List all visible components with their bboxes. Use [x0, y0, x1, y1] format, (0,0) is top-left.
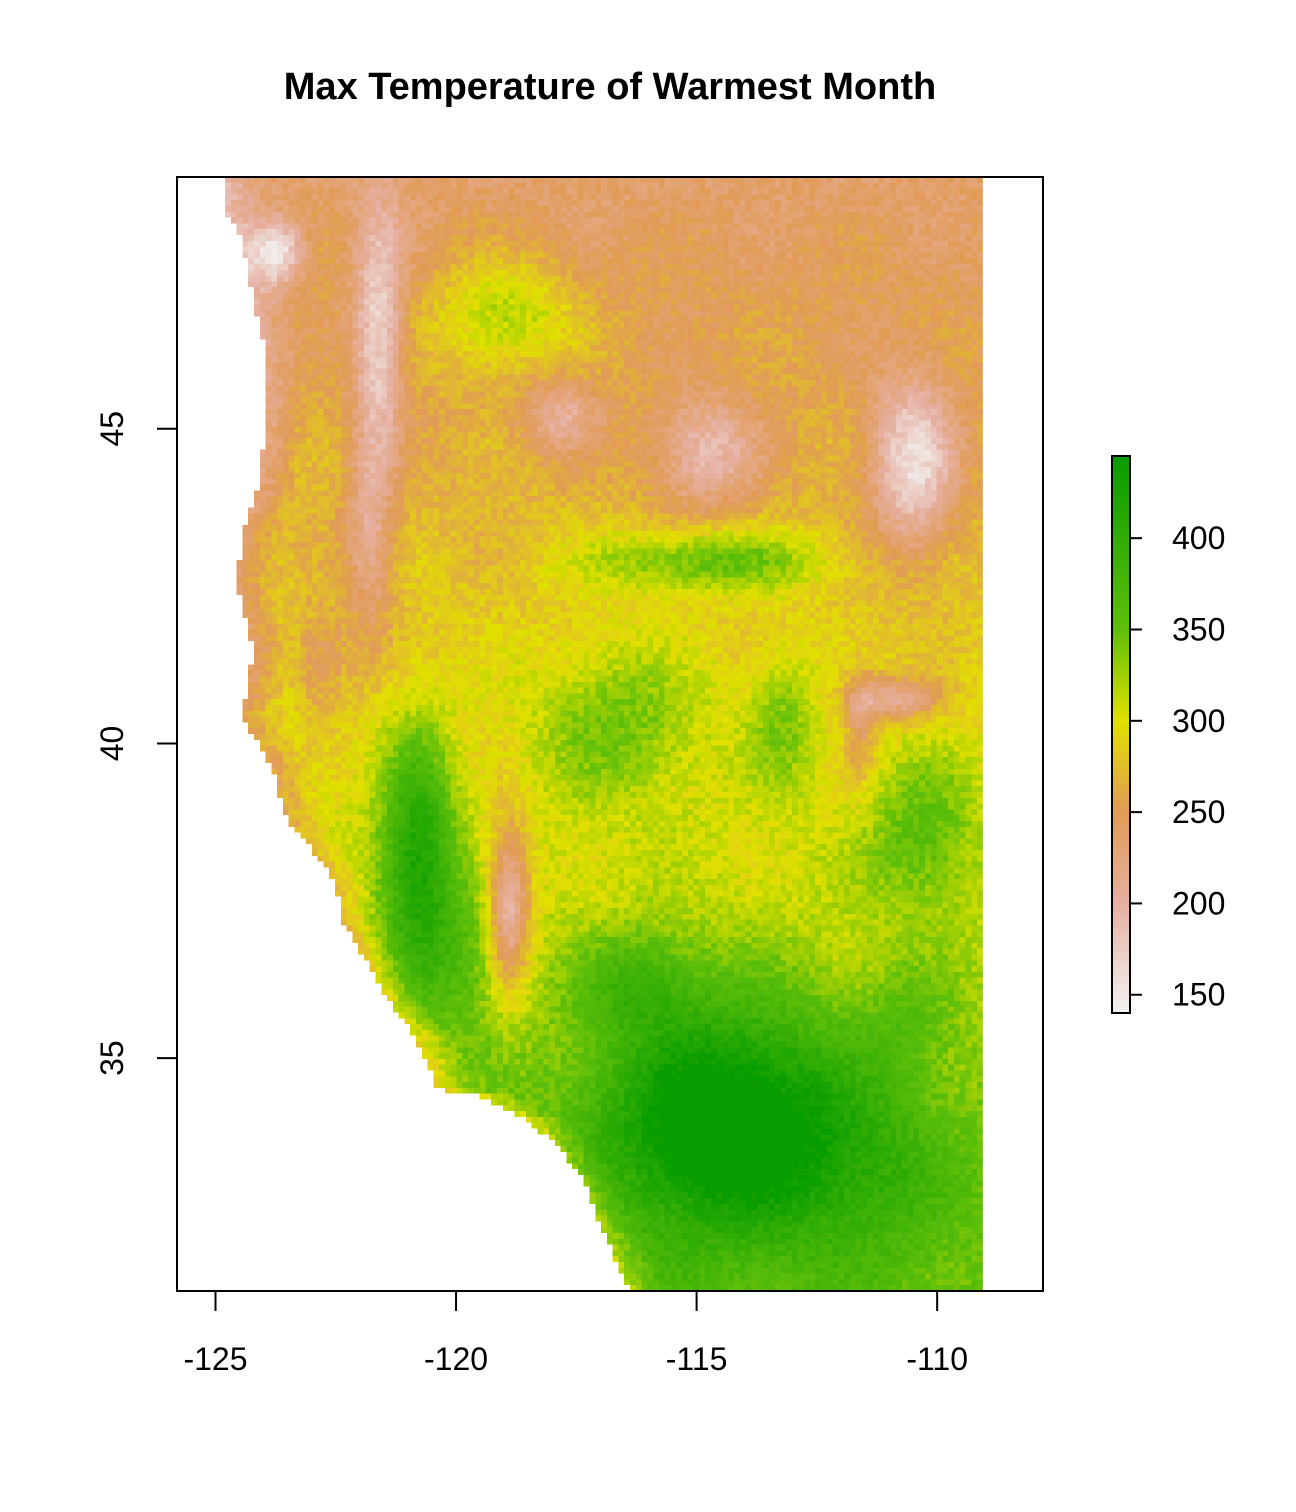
- legend-colorbar: [1112, 456, 1130, 1013]
- x-tick-label: -125: [183, 1341, 247, 1377]
- temperature-raster: [225, 177, 983, 1291]
- x-tick-label: -110: [906, 1341, 968, 1377]
- legend-tick-label: 350: [1172, 611, 1225, 647]
- legend-tick-label: 200: [1172, 885, 1225, 921]
- legend-tick-label: 300: [1172, 703, 1225, 739]
- y-tick-label: 35: [94, 1040, 130, 1076]
- legend-tick-label: 400: [1172, 520, 1225, 556]
- x-tick-label: -120: [424, 1341, 488, 1377]
- y-tick-label: 40: [94, 726, 130, 762]
- legend-tick-label: 250: [1172, 794, 1225, 830]
- y-tick-label: 45: [94, 411, 130, 447]
- legend-tick-label: 150: [1172, 977, 1225, 1013]
- x-tick-label: -115: [666, 1341, 728, 1377]
